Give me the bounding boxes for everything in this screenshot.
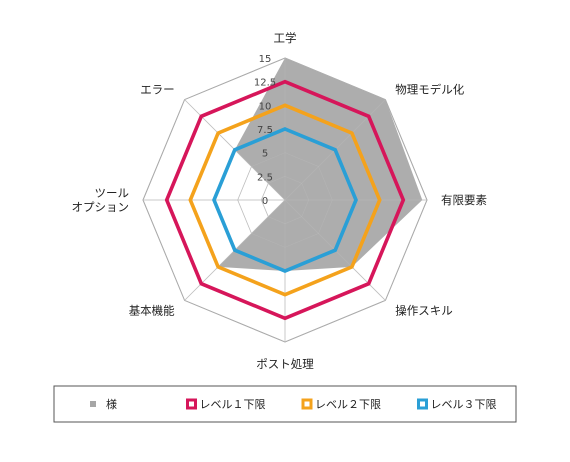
- legend-label-1: レベル１下限: [200, 398, 266, 411]
- axis-label: ポスト処理: [256, 357, 314, 371]
- axis-label-line: 基本機能: [129, 303, 175, 317]
- axis-label: 工学: [274, 31, 297, 45]
- tick-label: 5: [262, 149, 268, 160]
- axis-label: 操作スキル: [395, 303, 453, 317]
- legend-swatch-1: [186, 398, 197, 410]
- axis-label-line: 工学: [274, 31, 297, 45]
- legend-swatch-0: [90, 401, 96, 407]
- legend: 様 レベル１下限 レベル２下限 レベル３下限: [53, 385, 517, 423]
- axis-label-line: ポスト処理: [256, 357, 314, 371]
- radar-tick-labels: 0 2.5 5 7.5 10 12.5 15: [254, 54, 276, 207]
- axis-label-line: エラー: [140, 83, 175, 97]
- legend-label-0: 様: [106, 397, 117, 411]
- axis-label: エラー: [140, 83, 175, 97]
- axis-label: ツールオプション: [72, 186, 130, 214]
- legend-label-3: レベル３下限: [431, 398, 497, 411]
- axis-label: 有限要素: [441, 193, 487, 207]
- tick-label: 10: [259, 101, 272, 112]
- axis-label-line: 有限要素: [441, 193, 487, 207]
- series-line-3: [212, 127, 358, 273]
- axis-label: 基本機能: [129, 303, 175, 317]
- axis-label-line: ツール: [95, 186, 130, 200]
- legend-swatch-3: [417, 398, 428, 410]
- radar-grid-overlay: [142, 57, 428, 343]
- tick-label: 15: [259, 54, 272, 65]
- axis-label-line: 物理モデル化: [395, 83, 464, 97]
- tick-label: 7.5: [257, 125, 273, 136]
- radar-series: [142, 57, 428, 343]
- tick-label: 12.5: [254, 78, 276, 89]
- tick-label: 0: [262, 196, 268, 207]
- tick-label: 2.5: [257, 172, 273, 183]
- legend-box: [53, 385, 517, 423]
- series-line-1: [164, 79, 406, 321]
- series-line-2: [188, 103, 382, 297]
- axis-label: 物理モデル化: [395, 83, 464, 97]
- legend-swatch-2: [301, 398, 313, 410]
- axis-label-line: 操作スキル: [395, 303, 453, 317]
- axis-label-line: オプション: [72, 200, 130, 214]
- legend-label-2: レベル２下限: [315, 398, 381, 411]
